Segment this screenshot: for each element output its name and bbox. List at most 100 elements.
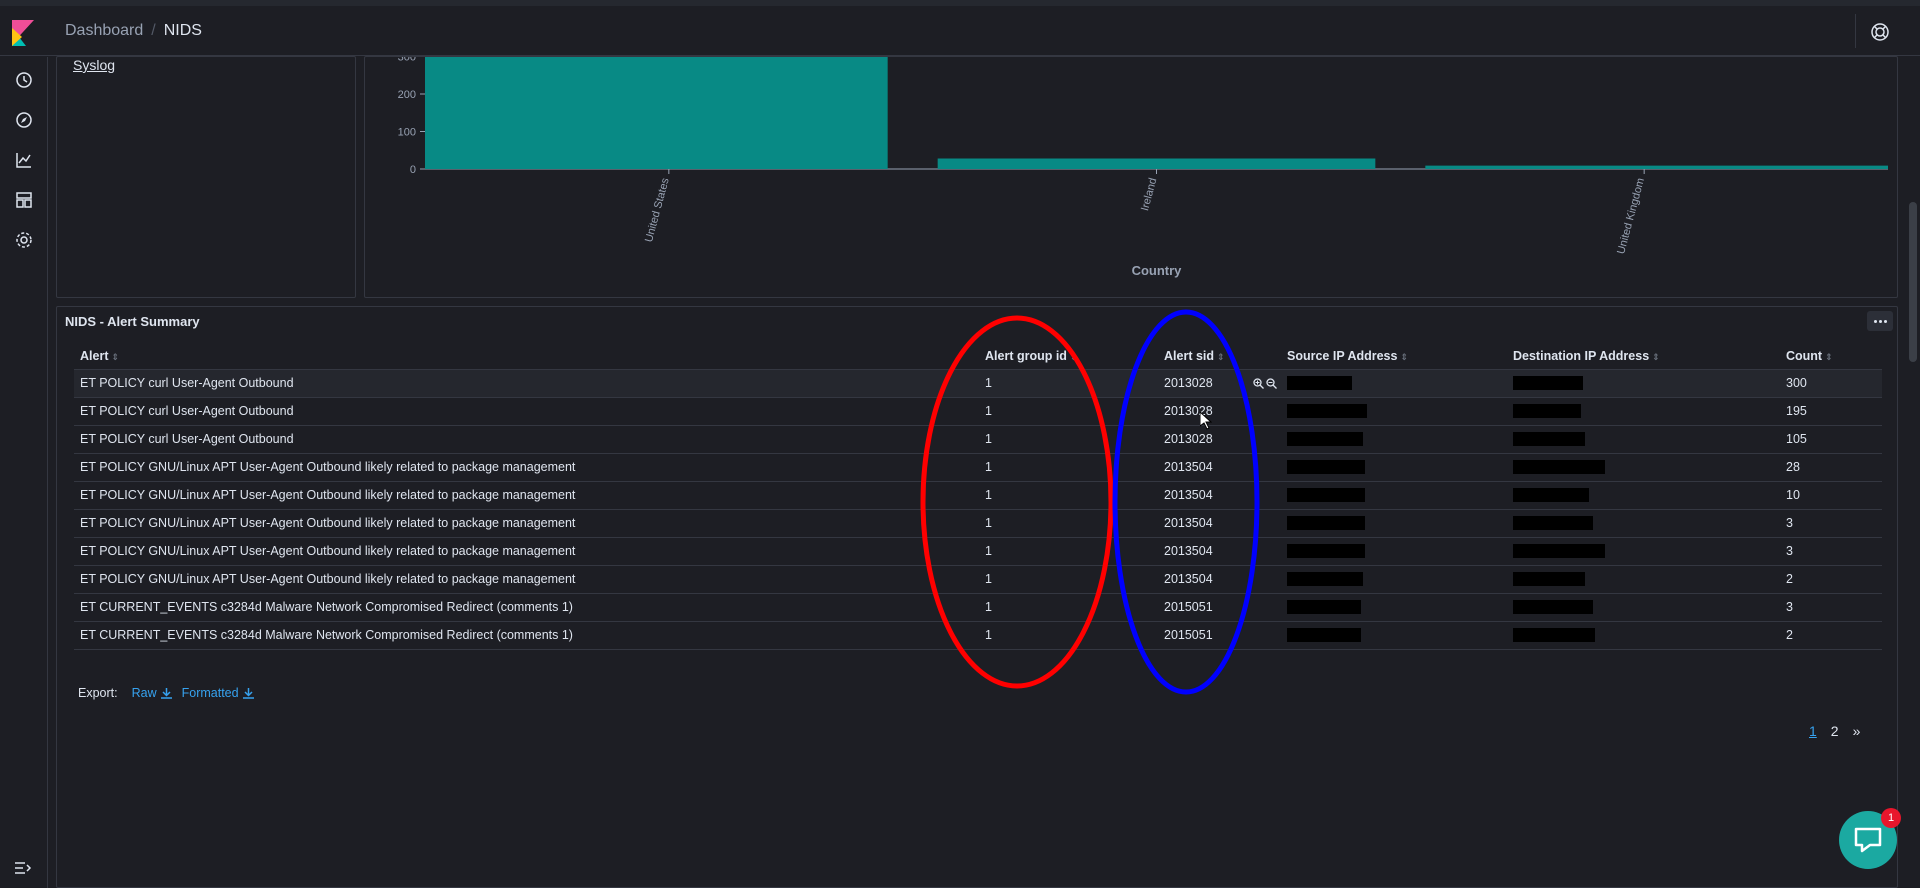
- table-row: ET POLICY GNU/Linux APT User-Agent Outbo…: [74, 537, 1882, 566]
- breadcrumb-current: NIDS: [163, 22, 202, 39]
- alert-group-id-cell-text: 1: [985, 432, 992, 446]
- redacted-ip: [1513, 376, 1583, 391]
- destination-ip-cell: [1507, 397, 1780, 426]
- kibana-logo-icon[interactable]: [12, 20, 34, 46]
- alert-sid-cell: 2015051: [1158, 593, 1281, 622]
- page-scrollbar[interactable]: [1906, 57, 1920, 888]
- column-header-alert-sid[interactable]: Alert sid ⇕: [1158, 343, 1281, 370]
- alert-cell-text: ET POLICY GNU/Linux APT User-Agent Outbo…: [80, 460, 576, 474]
- mouse-cursor-icon: [1200, 412, 1212, 430]
- destination-ip-cell: [1507, 453, 1780, 482]
- redacted-ip: [1287, 432, 1363, 447]
- destination-ip-cell: [1507, 593, 1780, 622]
- alert-group-id-cell-text: 1: [985, 544, 992, 558]
- alert-cell: ET POLICY GNU/Linux APT User-Agent Outbo…: [74, 537, 979, 566]
- bar-united-kingdom: [1425, 165, 1888, 169]
- alert-cell-text: ET POLICY curl User-Agent Outbound: [80, 432, 294, 446]
- alert-group-id-cell: 1: [979, 425, 1158, 454]
- breadcrumb-dashboard[interactable]: Dashboard: [65, 22, 144, 39]
- breadcrumb: Dashboard / NIDS: [65, 22, 202, 40]
- export-raw-link[interactable]: Raw: [132, 686, 172, 700]
- source-ip-cell: [1281, 481, 1507, 510]
- zoom-out-icon[interactable]: [1266, 378, 1277, 390]
- zoom-in-icon[interactable]: [1253, 378, 1264, 390]
- help-icon[interactable]: [1870, 22, 1890, 42]
- clock-icon[interactable]: [13, 69, 35, 91]
- alert-cell: ET POLICY GNU/Linux APT User-Agent Outbo…: [74, 565, 979, 594]
- source-ip-cell: [1281, 369, 1507, 398]
- alert-sid-cell: 2013504: [1158, 565, 1281, 594]
- sort-icon[interactable]: ⇕: [1069, 351, 1078, 362]
- chat-icon: [1854, 827, 1882, 853]
- alert-cell: ET POLICY curl User-Agent Outbound: [74, 397, 979, 426]
- gear-icon[interactable]: [13, 229, 35, 251]
- redacted-ip: [1513, 432, 1585, 447]
- count-cell-text: 2: [1786, 628, 1793, 642]
- alert-group-id-cell-text: 1: [985, 600, 992, 614]
- country-bar-chart: 0 100 200 300 United States Ireland United Kin…: [398, 57, 1888, 278]
- table-row: ET POLICY GNU/Linux APT User-Agent Outbo…: [74, 453, 1882, 482]
- column-header-count[interactable]: Count ⇕: [1780, 343, 1882, 370]
- alert-cell-text: ET POLICY curl User-Agent Outbound: [80, 404, 294, 418]
- alert-summary-panel: NIDS - Alert Summary Alert ⇕ Alert group …: [56, 306, 1898, 888]
- source-ip-cell: [1281, 397, 1507, 426]
- source-ip-cell: [1281, 453, 1507, 482]
- column-header-alert[interactable]: Alert ⇕: [74, 343, 979, 370]
- count-cell: 3: [1780, 593, 1882, 622]
- alert-group-id-cell: 1: [979, 481, 1158, 510]
- count-cell-text: 10: [1786, 488, 1800, 502]
- visualize-icon[interactable]: [13, 149, 35, 171]
- count-cell-text: 3: [1786, 544, 1793, 558]
- destination-ip-cell: [1507, 481, 1780, 510]
- count-cell: 3: [1780, 537, 1882, 566]
- alert-sid-cell-text: 2013504: [1164, 516, 1213, 530]
- redacted-ip: [1287, 516, 1365, 531]
- alert-group-id-cell: 1: [979, 565, 1158, 594]
- sort-icon[interactable]: ⇕: [111, 351, 120, 362]
- sort-icon[interactable]: ⇕: [1652, 351, 1660, 362]
- pagination: 1 2 »: [1809, 723, 1860, 739]
- collapse-nav-icon[interactable]: [13, 860, 33, 876]
- page-1-link[interactable]: 1: [1809, 723, 1817, 739]
- export-bar: Export: Raw Formatted: [78, 686, 254, 700]
- alert-group-id-cell: 1: [979, 593, 1158, 622]
- page-2-link[interactable]: 2: [1830, 723, 1839, 739]
- alert-cell-text: ET POLICY GNU/Linux APT User-Agent Outbo…: [80, 544, 576, 558]
- redacted-ip: [1513, 572, 1585, 587]
- scrollbar-thumb[interactable]: [1909, 202, 1917, 362]
- header: Dashboard / NIDS: [0, 6, 1920, 56]
- x-tick-label: Ireland: [1139, 177, 1159, 213]
- count-cell-text: 3: [1786, 600, 1793, 614]
- x-tick-label: United Kingdom: [1615, 177, 1647, 256]
- alert-sid-cell: 2013504: [1158, 537, 1281, 566]
- sort-icon[interactable]: ⇕: [1400, 351, 1409, 362]
- count-cell-text: 195: [1786, 404, 1807, 418]
- alert-group-id-cell-text: 1: [985, 628, 992, 642]
- table-row: ET POLICY curl User-Agent Outbound 1 20130…: [74, 369, 1882, 398]
- count-cell: 10: [1780, 481, 1882, 510]
- left-nav: [0, 57, 48, 888]
- source-ip-cell: [1281, 537, 1507, 566]
- alert-sid-cell-text: 2015051: [1164, 600, 1213, 614]
- alert-cell-text: ET POLICY GNU/Linux APT User-Agent Outbo…: [80, 516, 576, 530]
- column-header-destination-ip[interactable]: Destination IP Address ⇕: [1507, 343, 1780, 370]
- column-header-alert-group-id[interactable]: Alert group id ⇕: [979, 343, 1158, 370]
- source-ip-cell: [1281, 593, 1507, 622]
- count-cell-text: 3: [1786, 516, 1793, 530]
- filter-icons: [1253, 378, 1277, 390]
- panel-options-button[interactable]: [1867, 311, 1893, 331]
- sort-icon[interactable]: ⇕: [1825, 351, 1833, 362]
- alert-group-id-cell: 1: [979, 369, 1158, 398]
- next-page-link[interactable]: »: [1852, 723, 1861, 739]
- column-header-source-ip[interactable]: Source IP Address ⇕: [1281, 343, 1507, 370]
- alert-sid-cell-text: 2013504: [1164, 460, 1213, 474]
- alert-sid-cell-text: 2013504: [1164, 488, 1213, 502]
- source-ip-cell: [1281, 509, 1507, 538]
- syslog-panel: Syslog: [56, 56, 356, 298]
- dashboard-icon[interactable]: [13, 189, 35, 211]
- y-tick-label: 200: [398, 89, 416, 101]
- export-formatted-link[interactable]: Formatted: [182, 686, 254, 700]
- syslog-link[interactable]: Syslog: [73, 57, 116, 73]
- sort-icon[interactable]: ⇕: [1217, 351, 1225, 362]
- compass-icon[interactable]: [13, 109, 35, 131]
